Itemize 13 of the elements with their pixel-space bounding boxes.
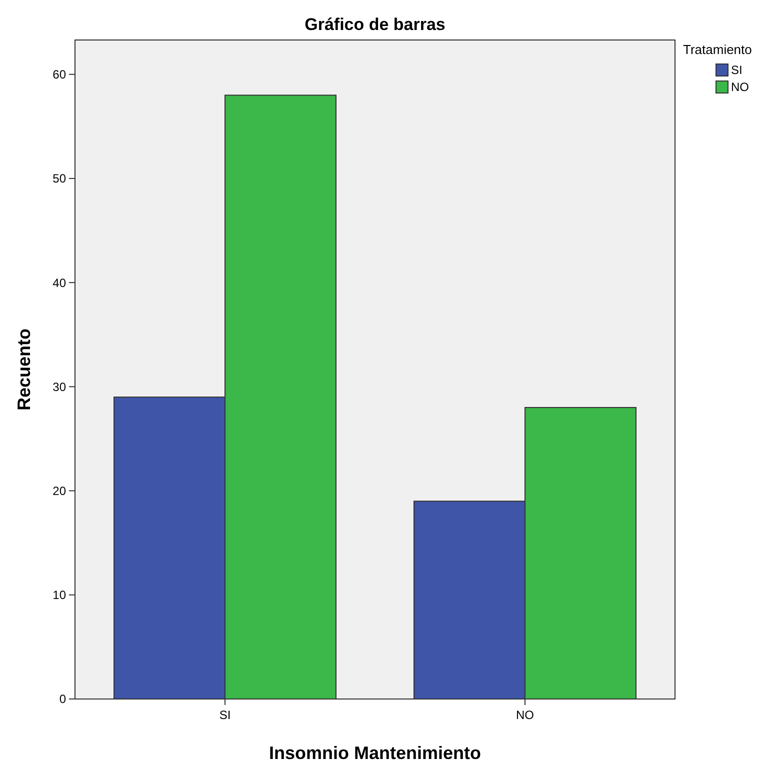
legend-label: SI	[731, 63, 742, 77]
y-tick-label: 30	[52, 380, 66, 394]
y-tick-label: 50	[52, 172, 66, 186]
legend-title: Tratamiento	[683, 42, 752, 57]
y-tick-label: 60	[52, 68, 66, 82]
y-tick-label: 40	[52, 276, 66, 290]
y-tick-label: 20	[52, 484, 66, 498]
y-tick-label: 10	[52, 588, 66, 602]
legend-label: NO	[731, 80, 749, 94]
y-axis-title: Recuento	[14, 328, 34, 411]
chart-title: Gráfico de barras	[304, 15, 446, 34]
x-axis-title: Insomnio Mantenimiento	[268, 743, 482, 763]
y-tick-label: 0	[59, 692, 66, 706]
